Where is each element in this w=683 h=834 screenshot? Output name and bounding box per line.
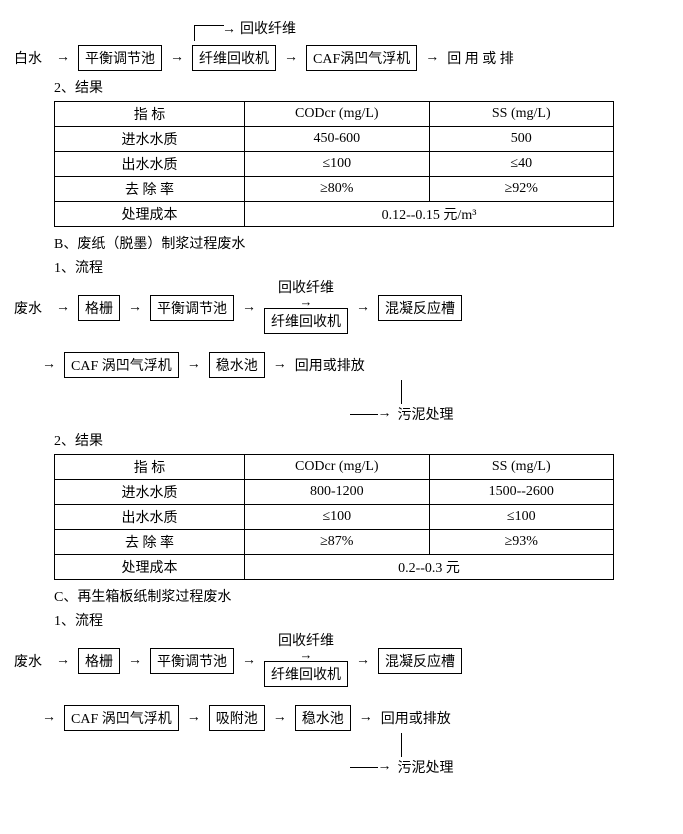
table-row: 指 标 CODcr (mg/L) SS (mg/L) <box>55 455 614 480</box>
flow-b-line2: → CAF 涡凹气浮机 → 稳水池 → 回用或排放 <box>34 352 669 378</box>
arrow-icon: → <box>300 296 313 308</box>
flow-c-line2: → CAF 涡凹气浮机 → 吸附池 → 稳水池 → 回用或排放 <box>34 705 669 731</box>
flow-b-sludge: → 污泥处理 <box>134 380 669 424</box>
arrow-icon: → <box>42 357 56 373</box>
flow-c-input: 废水 <box>14 651 42 671</box>
flow-c-line1: 废水 → 格栅 → 平衡调节池 → 回收纤维 → 纤维回收机 → 混凝反应槽 <box>14 634 669 687</box>
flow-c-node-0: 格栅 <box>78 648 120 674</box>
table-row: 去 除 率 ≥87% ≥93% <box>55 530 614 555</box>
flow-b-flow-label: 1、流程 <box>54 257 669 277</box>
arrow-icon: → <box>42 710 56 726</box>
flow-a-output: 回 用 或 排 <box>447 48 514 68</box>
flow-c-node-2: 纤维回收机 <box>264 661 348 687</box>
flow-c-flow-label: 1、流程 <box>54 610 669 630</box>
table-row: 去 除 率 ≥80% ≥92% <box>55 177 614 202</box>
table-b-h0: 指 标 <box>55 455 245 480</box>
arrow-icon: → <box>170 50 184 66</box>
flow-b-line1: 废水 → 格栅 → 平衡调节池 → 回收纤维 → 纤维回收机 → 混凝反应槽 <box>14 281 669 334</box>
flow-b-node-3: 混凝反应槽 <box>378 295 462 321</box>
flow-c-sludge: → 污泥处理 <box>134 733 669 777</box>
arrow-icon: → <box>284 50 298 66</box>
flow-c-node2-0: CAF 涡凹气浮机 <box>64 705 179 731</box>
arrow-icon: → <box>56 50 70 66</box>
arrow-icon: → <box>378 759 392 775</box>
flow-a-result-label: 2、结果 <box>54 77 669 97</box>
table-b-h1: CODcr (mg/L) <box>245 455 429 480</box>
flow-a-input: 白水 <box>14 48 42 68</box>
flow-b-sludge-label: 污泥处理 <box>398 404 454 424</box>
flow-b-node2-0: CAF 涡凹气浮机 <box>64 352 179 378</box>
flow-b-node2-1: 稳水池 <box>209 352 265 378</box>
flow-c-sludge-label: 污泥处理 <box>398 757 454 777</box>
arrow-icon: → <box>242 300 256 316</box>
flow-a-node-0: 平衡调节池 <box>78 45 162 71</box>
flow-c-node-1: 平衡调节池 <box>150 648 234 674</box>
table-a-h2: SS (mg/L) <box>429 102 613 127</box>
flow-c-output: 回用或排放 <box>381 708 451 728</box>
table-row: 处理成本 0.2--0.3 元 <box>55 555 614 580</box>
flow-a-node-1: 纤维回收机 <box>192 45 276 71</box>
table-b: 指 标 CODcr (mg/L) SS (mg/L) 进水水质 800-1200… <box>54 454 614 580</box>
arrow-icon: → <box>425 50 439 66</box>
flow-b-node-2: 纤维回收机 <box>264 308 348 334</box>
table-row: 进水水质 450-600 500 <box>55 127 614 152</box>
flow-b-result-label: 2、结果 <box>54 430 669 450</box>
table-row: 指 标 CODcr (mg/L) SS (mg/L) <box>55 102 614 127</box>
table-row: 处理成本 0.12--0.15 元/m³ <box>55 202 614 227</box>
flow-a-row: 白水 → 平衡调节池 → 纤维回收机 → CAF涡凹气浮机 → 回 用 或 排 <box>14 45 669 71</box>
arrow-icon: → <box>187 357 201 373</box>
arrow-icon: → <box>378 406 392 422</box>
table-a: 指 标 CODcr (mg/L) SS (mg/L) 进水水质 450-600 … <box>54 101 614 227</box>
arrow-icon: → <box>273 710 287 726</box>
table-row: 进水水质 800-1200 1500--2600 <box>55 480 614 505</box>
flow-a-recover-label: 回收纤维 <box>240 18 296 38</box>
arrow-icon: → <box>128 653 142 669</box>
table-row: 出水水质 ≤100 ≤100 <box>55 505 614 530</box>
table-b-h2: SS (mg/L) <box>429 455 613 480</box>
flow-c-title: C、再生箱板纸制浆过程废水 <box>54 586 669 606</box>
table-a-h1: CODcr (mg/L) <box>245 102 429 127</box>
flow-c-node-3: 混凝反应槽 <box>378 648 462 674</box>
flow-c-fiber-stack: 回收纤维 → 纤维回收机 <box>264 634 348 687</box>
arrow-icon: → <box>359 710 373 726</box>
arrow-icon: → <box>356 653 370 669</box>
flow-c-node2-2: 稳水池 <box>295 705 351 731</box>
arrow-icon: → <box>273 357 287 373</box>
arrow-icon: → <box>242 653 256 669</box>
arrow-icon: → <box>356 300 370 316</box>
arrow-icon: → <box>56 300 70 316</box>
arrow-icon: → <box>56 653 70 669</box>
flow-b-node-0: 格栅 <box>78 295 120 321</box>
flow-b-node-1: 平衡调节池 <box>150 295 234 321</box>
flow-a-node-2: CAF涡凹气浮机 <box>306 45 417 71</box>
flow-b-fiber-stack: 回收纤维 → 纤维回收机 <box>264 281 348 334</box>
flow-b-output: 回用或排放 <box>295 355 365 375</box>
arrow-icon: → <box>128 300 142 316</box>
table-a-h0: 指 标 <box>55 102 245 127</box>
table-row: 出水水质 ≤100 ≤40 <box>55 152 614 177</box>
flow-b-title: B、废纸（脱墨）制浆过程废水 <box>54 233 669 253</box>
flow-b-input: 废水 <box>14 298 42 318</box>
flow-c-node2-1: 吸附池 <box>209 705 265 731</box>
arrow-icon: → <box>300 649 313 661</box>
flow-a-recover-branch: → 回收纤维 <box>194 18 669 41</box>
arrow-icon: → <box>187 710 201 726</box>
